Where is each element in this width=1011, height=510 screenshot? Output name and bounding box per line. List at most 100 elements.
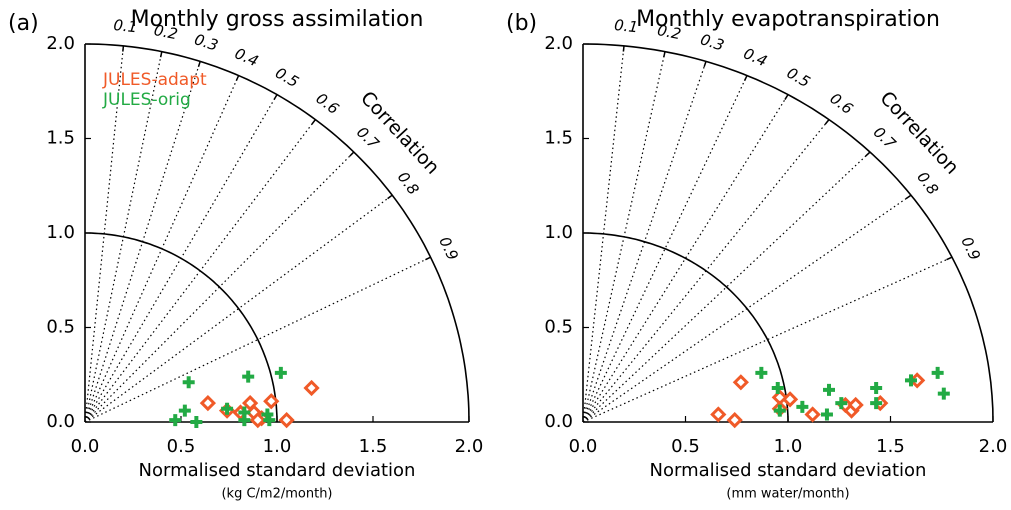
point-orig: [773, 404, 786, 417]
panel: 0.1 0.2 0.30.40.50.60.70.80.9Correlation0.…: [8, 7, 483, 502]
correlation-tick-label: 0.6: [827, 89, 857, 118]
point-orig: [242, 370, 255, 383]
correlation-tick-label: 0.4: [741, 44, 770, 70]
point-adapt: [710, 406, 727, 423]
point-adapt: [199, 394, 217, 412]
reference-arc: [583, 232, 789, 422]
correlation-tick-label: 0.3: [192, 30, 220, 54]
correlation-tick: [122, 45, 125, 52]
correlation-tick: [311, 119, 316, 125]
correlation-tick: [425, 256, 431, 261]
point-orig: [221, 402, 234, 415]
point-orig: [796, 400, 809, 413]
correlation-tick-label: 0.1: [113, 16, 139, 36]
legend-entry: JULES-orig: [102, 90, 191, 110]
y-tick-label: 0.5: [544, 317, 573, 338]
legend-entry: JULES-adapt: [102, 70, 207, 90]
point-orig: [274, 366, 287, 379]
x-tick-label: 2.0: [455, 436, 484, 457]
x-tick-label: 0.0: [71, 436, 100, 457]
point-adapt: [263, 393, 280, 410]
correlation-tick-label: 0.5: [272, 64, 302, 92]
point-adapt: [249, 411, 266, 429]
outer-arc: [582, 43, 994, 423]
correlation-line: [582, 94, 789, 423]
panel: 0.1 0.2 0.30.40.50.60.70.80.9Correlation0.…: [506, 7, 1007, 502]
point-adapt: [781, 391, 799, 408]
correlation-line: [84, 256, 431, 423]
point-orig: [835, 397, 848, 410]
correlation-tick: [824, 119, 830, 125]
correlation-tick: [387, 194, 393, 200]
point-orig: [820, 408, 833, 421]
point-adapt: [804, 406, 821, 423]
correlation-tick-label: 0.2: [656, 21, 683, 43]
chart-title: Monthly evapotranspiration: [636, 7, 940, 32]
x-tick-label: 2.0: [979, 436, 1008, 457]
point-adapt: [278, 411, 295, 429]
y-tick-label: 1.5: [46, 128, 75, 149]
correlation-tick-label: 0.5: [784, 64, 814, 92]
point-orig: [238, 414, 251, 427]
correlation-tick-label: 0.6: [312, 89, 342, 118]
correlation-tick: [273, 94, 278, 100]
point-orig: [190, 416, 203, 428]
point-orig: [870, 397, 883, 410]
correlation-tick: [865, 151, 871, 157]
y-tick-label: 0.0: [544, 411, 573, 432]
correlation-tick-label: 0.4: [232, 44, 261, 70]
correlation-tick-label: 0.2: [152, 21, 179, 43]
reference-arc: [85, 232, 278, 422]
x-tick-label: 0.5: [167, 436, 196, 457]
correlation-tick: [349, 151, 355, 157]
correlation-tick-label: 0.9: [957, 234, 984, 263]
correlation-tick: [784, 94, 789, 100]
correlation-line: [84, 194, 393, 423]
point-orig: [178, 404, 191, 417]
point-orig: [182, 376, 195, 389]
correlation-line: [582, 75, 748, 423]
x-axis-label: Normalised standard deviation: [139, 460, 416, 481]
x-tick-label: 0.0: [569, 436, 598, 457]
correlation-tick-label: 0.7: [353, 123, 383, 153]
point-orig: [238, 406, 251, 419]
point-orig: [931, 366, 944, 379]
correlation-tick: [663, 51, 666, 58]
y-tick-label: 0.0: [46, 411, 75, 432]
point-orig: [905, 374, 917, 387]
correlation-tick: [946, 256, 953, 261]
correlation-tick-label: 0.8: [394, 168, 423, 198]
correlation-tick: [235, 75, 240, 82]
chart-title: Monthly gross assimilation: [131, 7, 424, 32]
correlation-tick: [905, 194, 912, 200]
correlation-tick: [622, 45, 625, 52]
x-tick-label: 1.0: [263, 436, 292, 457]
x-tick-label: 0.5: [671, 436, 700, 457]
outer-arc: [84, 43, 470, 423]
x-axis-units: (mm water/month): [726, 487, 849, 502]
y-tick-label: 1.5: [544, 128, 573, 149]
panel-label: (b): [506, 11, 537, 36]
point-orig: [870, 381, 883, 394]
correlation-tick: [743, 75, 748, 82]
y-tick-label: 0.5: [46, 317, 75, 338]
y-tick-label: 1.0: [46, 222, 75, 243]
correlation-tick: [197, 61, 201, 68]
panel-label: (a): [8, 11, 39, 36]
point-orig: [755, 366, 768, 379]
correlation-tick: [703, 61, 707, 68]
point-adapt: [732, 374, 749, 391]
x-tick-label: 1.5: [359, 436, 388, 457]
correlation-tick: [159, 51, 163, 58]
correlation-tick-label: 0.8: [913, 168, 942, 198]
point-orig: [823, 383, 835, 396]
point-orig: [263, 414, 276, 427]
point-orig: [169, 414, 182, 427]
point-adapt: [726, 411, 743, 429]
x-tick-label: 1.5: [876, 436, 905, 457]
correlation-tick-label: 0.9: [435, 234, 462, 263]
x-tick-label: 1.0: [774, 436, 803, 457]
point-orig: [771, 381, 784, 394]
point-orig: [937, 387, 950, 400]
